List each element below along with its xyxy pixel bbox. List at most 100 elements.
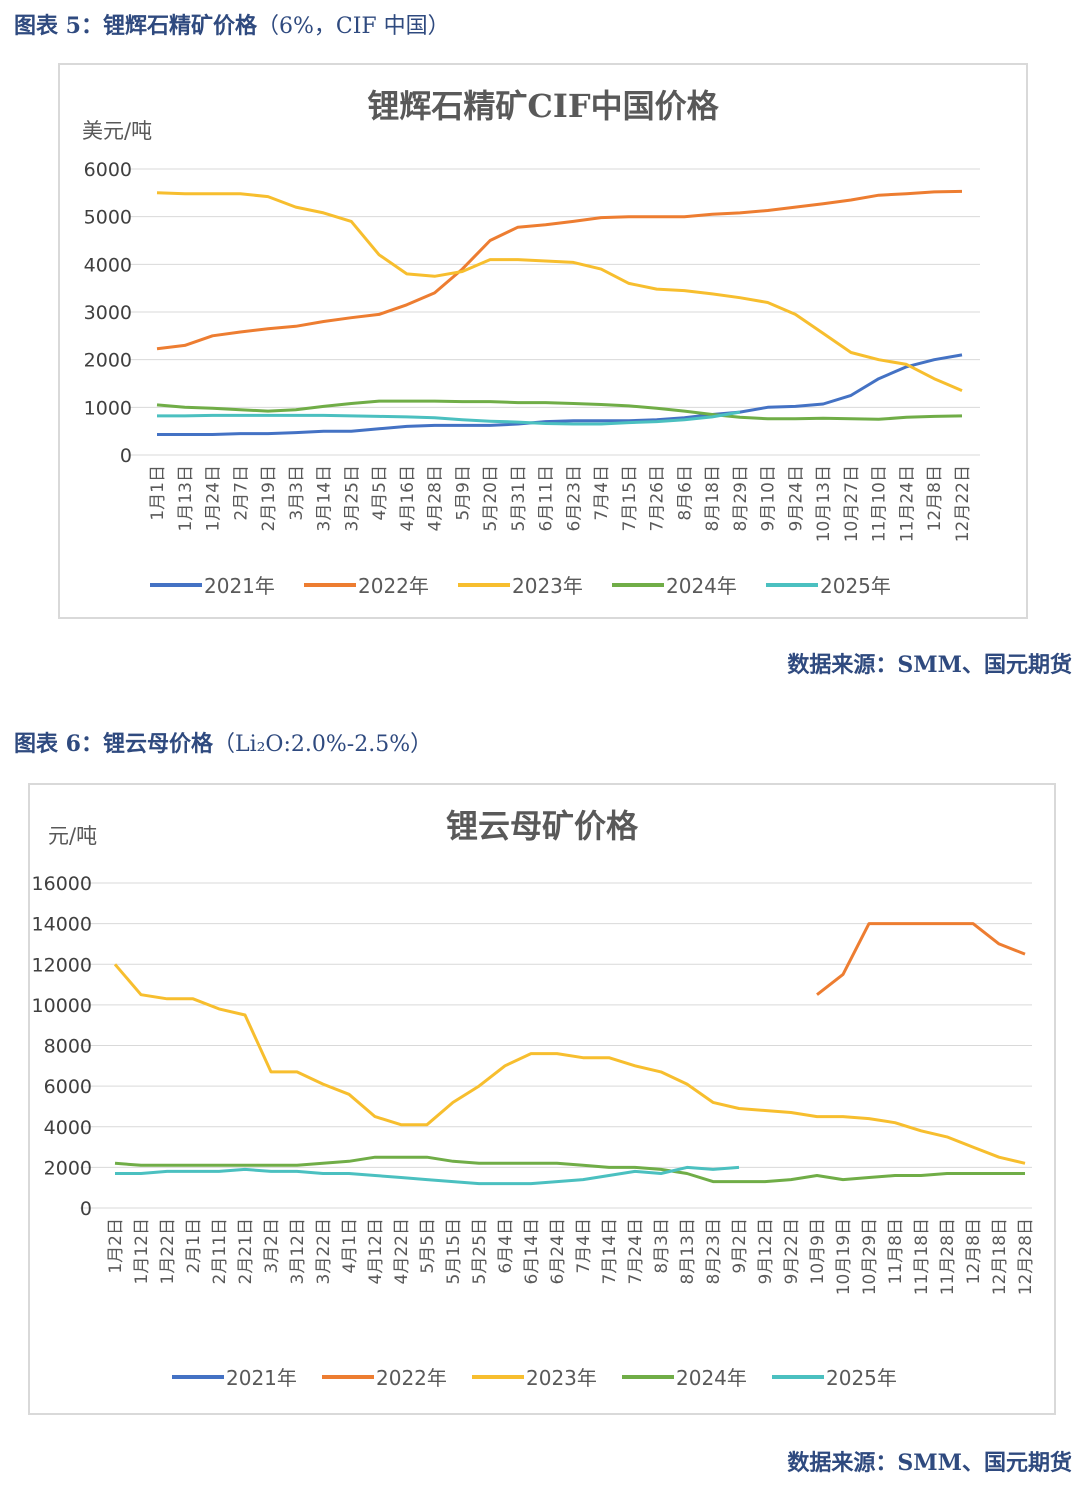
legend-label: 2024年 [676,1366,747,1390]
y-tick-label: 16000 [32,873,92,895]
legend-label: 2021年 [226,1366,297,1390]
x-tick-label: 8月29日 [731,465,751,531]
legend-label: 2022年 [376,1366,447,1390]
caption-tail: （Li₂O:2.0%-2.5%） [212,732,433,757]
x-tick-label: 5月25日 [470,1218,490,1284]
chart-2-container: 锂云母矿价格 元/吨 0 2000 4000 6000 8000 10000 12000 1400… [28,783,1056,1415]
x-tick-label: 3月12日 [288,1218,308,1284]
series-line-2021 [157,353,963,436]
x-tick-label: 2月7日 [231,465,251,521]
x-tick-label: 6月14日 [522,1218,542,1284]
x-tick-label: 3月3日 [287,465,307,521]
x-tick-label: 9月10日 [759,465,779,531]
series-line-2024 [156,399,963,421]
x-tick-label: 9月24日 [786,465,806,531]
x-tick-label: 5月15日 [444,1218,464,1284]
series-line-2025 [157,410,741,426]
x-tick-label: 12月28日 [1016,1218,1036,1295]
x-tick-label: 4月12日 [366,1218,386,1284]
x-tick-label: 12月22日 [953,465,973,542]
x-tick-label: 11月10日 [870,465,890,542]
x-tick-label: 12月18日 [990,1218,1010,1295]
figure-6-source: 数据来源：SMM、国元期货 [787,1450,1072,1476]
y-axis-unit-label: 元/吨 [48,824,97,848]
x-tick-label: 5月31日 [509,465,529,531]
legend-label: 2024年 [666,574,737,598]
x-tick-label: 4月5日 [370,465,390,521]
x-tick-label: 7月4日 [592,465,612,521]
x-tick-label: 3月14日 [315,465,335,531]
x-tick-label: 8月6日 [675,465,695,521]
x-tick-label: 2月11日 [210,1218,230,1284]
x-tick-label: 11月24日 [897,465,917,542]
legend-label: 2023年 [512,574,583,598]
figure-5-caption: 图表 5：锂辉石精矿价格（6%，CIF 中国） [14,8,450,40]
x-tick-label: 1月24日 [204,465,224,531]
x-tick-label: 4月28日 [426,465,446,531]
x-tick-label: 4月22日 [392,1218,412,1284]
x-tick-label: 5月5日 [418,1218,438,1274]
x-tick-label: 1月12日 [132,1218,152,1284]
y-tick-label: 10000 [32,995,92,1017]
x-tick-label: 10月27日 [842,465,862,542]
y-tick-label: 5000 [84,207,132,229]
legend-label: 2023年 [526,1366,597,1390]
x-tick-label: 1月22日 [158,1218,178,1284]
x-tick-label: 8月23日 [704,1218,724,1284]
x-tick-label: 11月18日 [912,1218,932,1295]
y-tick-label: 0 [80,1198,92,1220]
y-axis-unit-label: 美元/吨 [82,119,152,143]
x-tick-label: 6月24日 [548,1218,568,1284]
series-line-2023 [156,191,963,392]
x-tick-label: 12月8日 [964,1218,984,1284]
x-tick-label: 7月24日 [626,1218,646,1284]
x-tick-label: 6月23日 [564,465,584,531]
x-tick-label: 10月19日 [834,1218,854,1295]
x-tick-label: 4月1日 [340,1218,360,1274]
caption-prefix: 图表 6：锂云母价格 [14,731,213,757]
y-tick-label: 12000 [32,954,92,976]
x-tick-label: 8月18日 [703,465,723,531]
x-tick-label: 12月8日 [925,465,945,531]
x-tick-label: 2月19日 [259,465,279,531]
x-tick-label: 2月21日 [236,1218,256,1284]
x-tick-label: 11月8日 [886,1218,906,1284]
x-tick-label: 3月22日 [314,1218,334,1284]
x-tick-label: 7月15日 [620,465,640,531]
chart-1-container: 锂辉石精矿CIF中国价格 美元/吨 0 1000 2000 3000 4000 5000 600… [58,63,1028,619]
x-tick-label: 10月9日 [808,1218,828,1284]
caption-prefix: 图表 5：锂辉石精矿价格 [14,13,257,39]
y-tick-label: 4000 [44,1117,92,1139]
x-tick-label: 11月28日 [938,1218,958,1295]
y-tick-label: 0 [120,445,132,467]
x-tick-label: 7月26日 [648,465,668,531]
y-tick-label: 14000 [32,914,92,936]
series-line-2024 [114,1155,1025,1184]
x-tick-label: 4月16日 [398,465,418,531]
legend-label: 2021年 [204,574,275,598]
x-tick-label: 7月14日 [600,1218,620,1284]
x-tick-label: 1月2日 [106,1218,126,1274]
x-tick-label: 9月22日 [782,1218,802,1284]
x-tick-label: 7月4日 [574,1218,594,1274]
x-tick-label: 2月1日 [184,1218,204,1274]
x-tick-label: 1月13日 [176,465,196,531]
y-tick-label: 3000 [84,302,132,324]
y-tick-label: 2000 [44,1157,92,1179]
y-tick-label: 1000 [84,397,132,419]
x-tick-label: 1月1日 [148,465,168,521]
x-tick-label: 9月2日 [730,1218,750,1274]
series-line-2022 [816,922,1026,996]
y-tick-label: 4000 [84,254,132,276]
legend-label: 2022年 [358,574,429,598]
y-tick-label: 2000 [84,350,132,372]
x-tick-label: 8月3日 [652,1218,672,1274]
y-tick-label: 6000 [84,159,132,181]
chart-title: 锂云母矿价格 [446,807,639,845]
series-line-2022 [156,189,963,351]
x-tick-label: 8月13日 [678,1218,698,1284]
series-line-2023 [113,963,1026,1165]
x-tick-label: 6月11日 [537,465,557,531]
x-tick-label: 3月25日 [342,465,362,531]
